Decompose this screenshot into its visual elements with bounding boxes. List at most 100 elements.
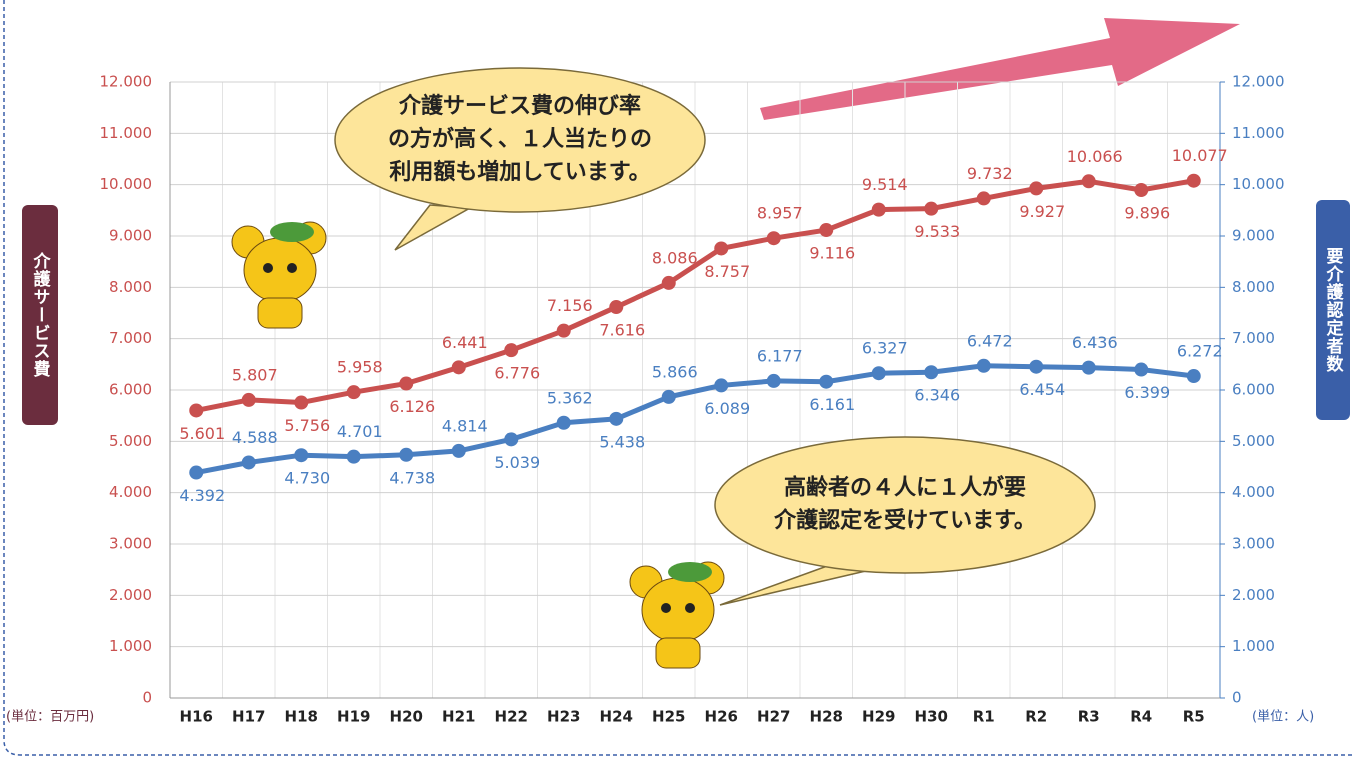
- data-point: [347, 385, 361, 399]
- annotation-text: の方が高く、１人当たりの: [388, 126, 652, 152]
- data-point: [1187, 174, 1201, 188]
- data-label: 6.441: [442, 333, 488, 352]
- y2-unit-label: (単位：人): [1252, 709, 1314, 725]
- data-point: [557, 324, 571, 338]
- data-point: [1134, 183, 1148, 197]
- data-label: 6.454: [1019, 380, 1065, 399]
- data-label: 4.814: [442, 416, 488, 435]
- y2-tick-label: 10.000: [1232, 175, 1285, 193]
- bubble-tail: [720, 565, 870, 605]
- data-point: [504, 432, 518, 446]
- y2-axis-label: 要介護認定者数: [1316, 200, 1350, 420]
- x-tick-label: R5: [1183, 708, 1205, 726]
- data-point: [1082, 174, 1096, 188]
- y-tick-label: 10.000: [100, 175, 153, 193]
- y2-tick-label: 9.000: [1232, 227, 1275, 245]
- data-label: 5.601: [179, 424, 225, 443]
- data-label: 5.039: [494, 453, 540, 472]
- mascot-hat: [668, 562, 712, 582]
- data-label: 4.392: [179, 486, 225, 505]
- y-tick-label: 11.000: [100, 124, 153, 142]
- y2-tick-label: 4.000: [1232, 483, 1275, 501]
- data-label: 5.958: [337, 358, 383, 377]
- data-label: 6.161: [809, 395, 855, 414]
- data-label: 8.757: [704, 262, 750, 281]
- data-point: [714, 241, 728, 255]
- y-tick-label: 3.000: [109, 535, 152, 553]
- y-tick-label: 5.000: [109, 432, 152, 450]
- mascot-head: [244, 238, 316, 302]
- data-point: [609, 412, 623, 426]
- data-point: [977, 359, 991, 373]
- data-point: [399, 448, 413, 462]
- data-label: 6.472: [967, 331, 1013, 350]
- x-tick-label: H20: [390, 708, 423, 726]
- data-point: [714, 378, 728, 392]
- mascot-body: [656, 638, 700, 668]
- y2-tick-label: 0: [1232, 689, 1242, 707]
- y2-tick-label: 8.000: [1232, 278, 1275, 296]
- y-tick-label: 8.000: [109, 278, 152, 296]
- data-point: [557, 416, 571, 430]
- mascot-eye: [685, 603, 695, 613]
- mascot-head: [642, 578, 714, 642]
- x-tick-label: H24: [600, 708, 633, 726]
- data-point: [819, 223, 833, 237]
- data-label: 6.089: [704, 399, 750, 418]
- data-point: [242, 393, 256, 407]
- mascot-eye: [263, 263, 273, 273]
- chart: 01.0002.0003.0004.0005.0006.0007.0008.00…: [0, 0, 1352, 759]
- data-label: 9.732: [967, 164, 1013, 183]
- data-point: [767, 374, 781, 388]
- x-tick-label: R4: [1130, 708, 1152, 726]
- data-point: [767, 231, 781, 245]
- x-tick-label: H29: [862, 708, 895, 726]
- data-label: 7.616: [599, 321, 645, 340]
- data-label: 9.533: [914, 222, 960, 241]
- data-label: 10.077: [1172, 146, 1228, 165]
- y2-tick-label: 1.000: [1232, 637, 1275, 655]
- x-tick-label: H30: [915, 708, 948, 726]
- data-label: 4.588: [232, 428, 278, 447]
- mascot-eye: [287, 263, 297, 273]
- data-label: 6.177: [757, 346, 803, 365]
- speech-bubble: [715, 437, 1095, 573]
- y2-tick-label: 7.000: [1232, 329, 1275, 347]
- chart-container: 01.0002.0003.0004.0005.0006.0007.0008.00…: [0, 0, 1352, 759]
- data-label: 5.807: [232, 365, 278, 384]
- x-tick-label: H25: [652, 708, 685, 726]
- y-tick-label: 2.000: [109, 586, 152, 604]
- x-tick-label: H28: [810, 708, 843, 726]
- y2-tick-label: 5.000: [1232, 432, 1275, 450]
- x-tick-label: H27: [757, 708, 790, 726]
- data-point: [294, 448, 308, 462]
- data-point: [189, 403, 203, 417]
- x-tick-label: R2: [1025, 708, 1047, 726]
- data-label: 5.756: [284, 416, 330, 435]
- data-point: [294, 396, 308, 410]
- data-label: 6.346: [914, 386, 960, 405]
- x-tick-label: R3: [1078, 708, 1100, 726]
- y-tick-label: 4.000: [109, 483, 152, 501]
- data-label: 8.957: [757, 204, 803, 223]
- data-point: [977, 191, 991, 205]
- data-label: 5.362: [547, 388, 593, 407]
- data-point: [189, 466, 203, 480]
- x-tick-label: H18: [285, 708, 318, 726]
- data-label: 6.327: [862, 339, 908, 358]
- data-point: [609, 300, 623, 314]
- data-point: [452, 360, 466, 374]
- data-label: 9.896: [1124, 204, 1170, 223]
- data-label: 6.399: [1124, 383, 1170, 402]
- data-point: [242, 455, 256, 469]
- y2-tick-label: 11.000: [1232, 124, 1285, 142]
- data-label: 10.066: [1067, 147, 1123, 166]
- y-axis-label: 介護サービス費: [22, 205, 58, 425]
- data-point: [924, 365, 938, 379]
- y2-tick-label: 12.000: [1232, 73, 1285, 91]
- data-point: [1029, 181, 1043, 195]
- mascot-eye: [661, 603, 671, 613]
- x-tick-label: H16: [180, 708, 213, 726]
- data-point: [924, 202, 938, 216]
- data-point: [662, 276, 676, 290]
